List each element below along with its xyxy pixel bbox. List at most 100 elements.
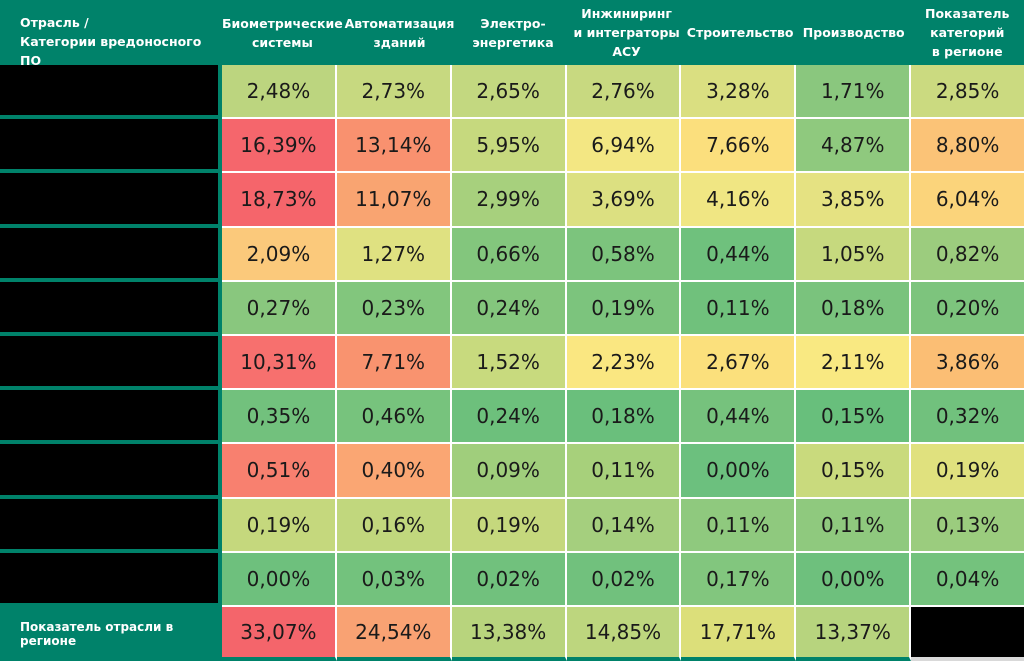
table-row-7: 0,35% 0,46% 0,24% 0,18% 0,44% 0,15% 0,32%: [0, 390, 1024, 445]
footer-heatmap-cell: 33,07%: [222, 606, 337, 661]
heatmap-cell: 0,44%: [681, 227, 797, 282]
heatmap-cell: 0,24%: [451, 390, 567, 445]
footer-cell-redacted: [911, 606, 1024, 661]
table-row-2: 16,39% 13,14% 5,95% 6,94% 7,66% 4,87% 8,80%: [0, 119, 1024, 174]
heatmap-cell: 0,19%: [911, 444, 1024, 499]
heatmap-cell: 0,18%: [796, 281, 912, 336]
heatmap-cell: 5,95%: [451, 119, 567, 174]
heatmap-cell: 0,14%: [566, 498, 682, 553]
heatmap-cell: 3,86%: [911, 335, 1024, 391]
heatmap-cell: 0,11%: [796, 498, 912, 553]
footer-label: Показатель отрасли в регионе: [20, 619, 174, 648]
table-row-10: 0,00% 0,03% 0,02% 0,02% 0,17% 0,00% 0,04%: [0, 552, 1024, 607]
row-label-redacted: [0, 65, 222, 120]
heatmap-cell: 0,18%: [566, 390, 682, 445]
heatmap-cell: 2,65%: [451, 65, 567, 120]
table-row-4: 2,09% 1,27% 0,66% 0,58% 0,44% 1,05% 0,82%: [0, 227, 1024, 282]
heatmap-cell: 0,09%: [451, 444, 567, 499]
heatmap-cell: 4,87%: [796, 119, 912, 174]
heatmap-cell: 10,31%: [222, 335, 337, 391]
row-label-redacted: [0, 498, 222, 553]
heatmap-cell: 0,40%: [336, 444, 452, 499]
heatmap-cell: 0,19%: [566, 281, 682, 336]
heatmap-cell: 2,09%: [222, 227, 337, 282]
row-label-redacted: [0, 119, 222, 174]
heatmap-cell: 0,23%: [336, 281, 452, 336]
heatmap-cell: 7,66%: [681, 119, 797, 174]
heatmap-cell: 7,71%: [336, 335, 452, 391]
row-label-redacted: [0, 227, 222, 282]
heatmap-cell: 2,67%: [681, 335, 797, 391]
heatmap-cell: 0,11%: [681, 498, 797, 553]
heatmap-cell: 18,73%: [222, 173, 337, 228]
heatmap-cell: 3,69%: [566, 173, 682, 228]
heatmap-cell: 2,99%: [451, 173, 567, 228]
heatmap-cell: 0,17%: [681, 552, 797, 607]
table-row-9: 0,19% 0,16% 0,19% 0,14% 0,11% 0,11% 0,13%: [0, 498, 1024, 553]
heatmap-cell: 1,05%: [796, 227, 912, 282]
heatmap-cell: 13,14%: [336, 119, 452, 174]
footer-heatmap-cell: 17,71%: [681, 606, 797, 661]
heatmap-cell: 2,73%: [336, 65, 452, 120]
footer-heatmap-cell: 13,38%: [451, 606, 567, 661]
heatmap-cell: 0,00%: [796, 552, 912, 607]
heatmap-cell: 1,52%: [451, 335, 567, 391]
heatmap-cell: 0,58%: [566, 227, 682, 282]
heatmap-cell: 2,23%: [566, 335, 682, 391]
table-body: 2,48% 2,73% 2,65% 2,76% 3,28% 1,71% 2,85% 16,39…: [0, 65, 1024, 607]
table-row-8: 0,51% 0,40% 0,09% 0,11% 0,00% 0,15% 0,19%: [0, 444, 1024, 499]
heatmap-cell: 0,35%: [222, 390, 337, 445]
heatmap-cell: 0,20%: [911, 281, 1024, 336]
table-row-6: 10,31% 7,71% 1,52% 2,23% 2,67% 2,11% 3,86%: [0, 335, 1024, 391]
heatmap-cell: 3,28%: [681, 65, 797, 120]
heatmap-cell: 0,66%: [451, 227, 567, 282]
heatmap-cell: 0,03%: [336, 552, 452, 607]
row-label-redacted: [0, 444, 222, 499]
heatmap-cell: 1,27%: [336, 227, 452, 282]
column-header-1: Биометрические системы: [222, 15, 343, 50]
row-label-redacted: [0, 335, 222, 391]
heatmap-cell: 0,32%: [911, 390, 1024, 445]
heatmap-cell: 0,15%: [796, 390, 912, 445]
heatmap-cell: 16,39%: [222, 119, 337, 174]
corner-header-line1: Отрасль /: [20, 15, 89, 30]
heatmap-cell: 0,24%: [451, 281, 567, 336]
heatmap-cell: 4,16%: [681, 173, 797, 228]
heatmap-cell: 2,76%: [566, 65, 682, 120]
row-label-redacted: [0, 390, 222, 445]
heatmap-cell: 0,11%: [681, 281, 797, 336]
heatmap-cell: 0,02%: [451, 552, 567, 607]
heatmap-cell: 2,48%: [222, 65, 337, 120]
column-header-5: Строительство: [686, 25, 794, 40]
heatmap-cell: 6,94%: [566, 119, 682, 174]
heatmap-cell: 6,04%: [911, 173, 1024, 228]
corner-header: Отрасль / Категории вредоносного ПО: [0, 0, 222, 68]
heatmap-cell: 0,00%: [681, 444, 797, 499]
table-row-1: 2,48% 2,73% 2,65% 2,76% 3,28% 1,71% 2,85%: [0, 65, 1024, 120]
column-header-4: Инжиниринг и интеграторы АСУ: [573, 6, 680, 59]
heatmap-cell: 0,02%: [566, 552, 682, 607]
heatmap-cell: 0,00%: [222, 552, 337, 607]
heatmap-cell: 11,07%: [336, 173, 452, 228]
column-header-3: Электро- энергетика: [472, 15, 554, 50]
footer-heatmap-cell: 14,85%: [566, 606, 682, 661]
column-header-6: Производство: [802, 25, 905, 40]
row-label-redacted: [0, 173, 222, 228]
header-row: Отрасль / Категории вредоносного ПО Биом…: [0, 0, 1024, 68]
heatmap-cell: 3,85%: [796, 173, 912, 228]
heatmap-cell: 2,85%: [911, 65, 1024, 120]
heatmap-cell: 0,19%: [222, 498, 337, 553]
heatmap-cell: 0,15%: [796, 444, 912, 499]
corner-header-line2: Категории вредоносного ПО: [20, 34, 202, 68]
heatmap-cell: 8,80%: [911, 119, 1024, 174]
heatmap-cell: 0,51%: [222, 444, 337, 499]
row-label-redacted: [0, 552, 222, 607]
column-header-2: Автоматизация зданий: [344, 15, 455, 50]
heatmap-cell: 0,16%: [336, 498, 452, 553]
heatmap-cell: 0,11%: [566, 444, 682, 499]
heatmap-cell: 2,11%: [796, 335, 912, 391]
table-row-3: 18,73% 11,07% 2,99% 3,69% 4,16% 3,85% 6,04%: [0, 173, 1024, 228]
table-row-5: 0,27% 0,23% 0,24% 0,19% 0,11% 0,18% 0,20%: [0, 281, 1024, 336]
heatmap-cell: 1,71%: [796, 65, 912, 120]
